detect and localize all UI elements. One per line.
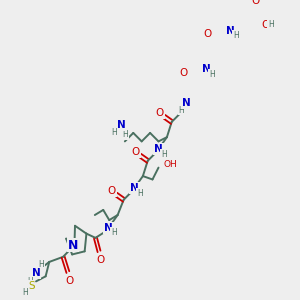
Text: O: O: [204, 29, 212, 39]
Text: N: N: [104, 223, 113, 233]
Text: H: H: [122, 130, 128, 139]
Text: H: H: [111, 128, 117, 136]
Text: H: H: [27, 277, 33, 286]
Text: N: N: [68, 238, 79, 251]
Text: O: O: [180, 68, 188, 78]
Text: N: N: [202, 64, 211, 74]
Text: H: H: [22, 288, 28, 297]
Text: H: H: [209, 70, 215, 79]
Text: H: H: [233, 31, 239, 40]
Text: N: N: [32, 268, 40, 278]
Text: H: H: [161, 150, 167, 159]
Text: O: O: [261, 20, 269, 30]
Text: O: O: [96, 255, 104, 265]
Text: O: O: [156, 109, 164, 118]
Text: O: O: [131, 147, 140, 158]
Text: N: N: [182, 98, 191, 108]
Text: N: N: [130, 183, 139, 193]
Text: N: N: [117, 120, 126, 130]
Polygon shape: [203, 87, 207, 100]
Text: H: H: [137, 188, 143, 197]
Text: N: N: [154, 144, 163, 154]
Text: N: N: [226, 26, 235, 35]
Text: S: S: [28, 280, 34, 291]
Text: H: H: [38, 260, 44, 269]
Text: O: O: [107, 186, 116, 196]
Text: H: H: [111, 228, 117, 237]
Text: O: O: [65, 275, 73, 286]
Text: O: O: [251, 0, 259, 6]
Text: H: H: [178, 106, 184, 115]
Text: OH: OH: [163, 160, 177, 169]
Text: H: H: [268, 20, 274, 29]
